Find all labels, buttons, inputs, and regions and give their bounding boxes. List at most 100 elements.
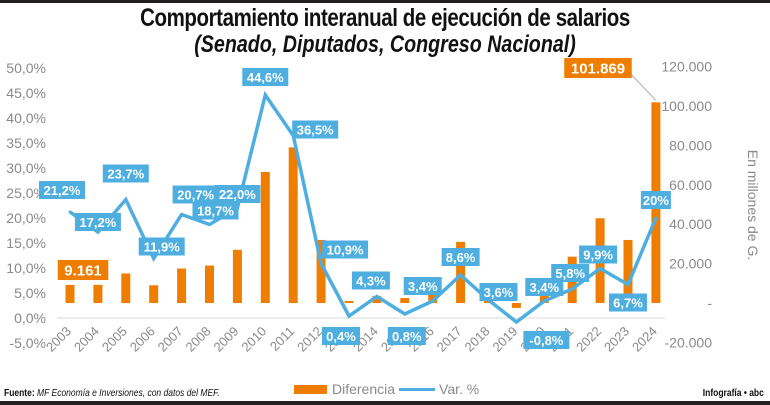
left-axis-tick: 40,0% xyxy=(6,110,46,126)
bar-2012 xyxy=(316,239,326,303)
var-data-label: 0,4% xyxy=(326,329,356,344)
bar-2023 xyxy=(623,239,633,303)
var-label-bg xyxy=(172,185,219,204)
var-data-label: 44,6% xyxy=(247,70,284,85)
right-axis-tick: - xyxy=(707,295,712,311)
var-label-bg xyxy=(525,278,564,296)
x-tick-label: 2005 xyxy=(99,324,130,355)
left-axis-tick: 50,0% xyxy=(6,60,46,76)
source-note: Fuente: MF Economía e Inversiones, con d… xyxy=(4,388,220,399)
x-tick-label: 2019 xyxy=(489,324,520,355)
var-label-bg xyxy=(74,213,121,231)
x-tick-label: 2006 xyxy=(127,324,158,355)
left-axis-tick: 10,0% xyxy=(6,260,46,276)
var-point-2019 xyxy=(514,320,518,324)
var-point-2021 xyxy=(570,287,574,291)
var-label-bg xyxy=(292,120,339,139)
bar-data-label: 9.161 xyxy=(64,263,102,280)
var-point-2003 xyxy=(68,210,72,214)
var-label-bg xyxy=(214,185,261,203)
var-data-label: 3,6% xyxy=(484,285,514,300)
var-point-2016 xyxy=(431,299,435,303)
left-axis-tick: -5,0% xyxy=(9,335,46,351)
var-label-bg xyxy=(192,201,239,220)
x-tick-label: 2003 xyxy=(43,324,74,355)
var-point-2004 xyxy=(96,230,100,234)
right-axis-tick: -20.000 xyxy=(665,334,713,350)
bottom-border xyxy=(0,401,770,405)
x-tick-label: 2024 xyxy=(629,324,660,355)
right-axis-tick: 20.000 xyxy=(669,256,712,272)
legend-swatch-var xyxy=(399,387,436,391)
right-axis-tick: 40.000 xyxy=(669,216,712,232)
bar-2007 xyxy=(177,268,187,303)
bar-2010 xyxy=(260,171,270,303)
var-data-label: 5,8% xyxy=(555,266,585,281)
var-data-label: 23,7% xyxy=(107,167,144,182)
top-border xyxy=(0,0,770,3)
left-axis-tick: 30,0% xyxy=(6,160,46,176)
left-axis-tick: 15,0% xyxy=(6,235,46,251)
var-point-2015 xyxy=(403,312,407,316)
var-label-bg xyxy=(551,264,590,282)
left-axis-tick: 25,0% xyxy=(6,185,46,201)
bar-2003 xyxy=(65,284,75,303)
chart-subtitle: (Senado, Diputados, Congreso Nacional) xyxy=(194,31,576,58)
var-point-2017 xyxy=(459,273,463,277)
var-point-2007 xyxy=(180,213,184,216)
legend: Diferencia Var. % xyxy=(294,381,479,397)
bar-2020 xyxy=(539,295,549,303)
var-label-bg xyxy=(322,240,369,259)
right-axis-tick: 120.000 xyxy=(661,59,712,75)
var-data-label: -0,8% xyxy=(529,333,563,348)
x-tick-label: 2008 xyxy=(183,324,214,355)
var-point-2014 xyxy=(375,295,379,298)
var-data-label: 4,3% xyxy=(356,274,386,289)
right-axis-title: En millones de G. xyxy=(745,150,761,261)
var-label-bg xyxy=(322,327,360,345)
var-label-bg xyxy=(579,245,618,264)
x-tick-label: 2017 xyxy=(434,324,465,355)
var-label-bg xyxy=(102,164,149,183)
var-data-label: 3,4% xyxy=(408,279,438,294)
right-axis-tick: 80.000 xyxy=(669,137,712,153)
var-point-2022 xyxy=(598,267,602,270)
var-data-label: 36,5% xyxy=(297,123,334,138)
bar-2013 xyxy=(344,301,354,303)
left-axis-tick: 35,0% xyxy=(6,135,46,151)
credit-note: Infografía • abc xyxy=(702,388,764,399)
bar-label-bg xyxy=(564,58,632,78)
x-tick-label: 2004 xyxy=(71,324,102,355)
x-tick-label: 2011 xyxy=(267,324,297,354)
var-point-2012 xyxy=(319,262,323,265)
var-point-2008 xyxy=(208,223,211,226)
left-axis-tick: 0,0% xyxy=(14,310,46,326)
x-tick-label: 2022 xyxy=(573,324,604,355)
chart-title: Comportamiento interanual de ejecución d… xyxy=(140,4,630,32)
var-label-bg xyxy=(39,181,85,199)
var-data-label: 11,9% xyxy=(144,240,181,255)
x-tick-label: 2009 xyxy=(210,324,241,355)
var-point-2005 xyxy=(124,198,128,201)
var-label-bg xyxy=(479,283,518,301)
var-data-label: 8,6% xyxy=(446,250,476,265)
right-axis-tick: 100.000 xyxy=(661,98,712,114)
var-label-bg xyxy=(609,293,647,312)
var-data-label: 21,2% xyxy=(44,183,81,198)
x-tick-label: 2010 xyxy=(238,324,269,355)
bar-2004 xyxy=(93,284,103,303)
var-label-bg xyxy=(640,191,671,209)
bar-2015 xyxy=(400,298,410,303)
x-tick-label: 2018 xyxy=(462,324,493,355)
var-point-2010 xyxy=(263,93,267,97)
var-point-2020 xyxy=(542,299,546,303)
bar-2014 xyxy=(372,296,382,303)
var-data-label: 3,4% xyxy=(529,280,559,295)
var-label-bg xyxy=(441,248,480,266)
bar-2016 xyxy=(428,291,438,303)
bar-data-label: 101.869 xyxy=(571,61,625,78)
var-label-bg xyxy=(523,331,570,349)
legend-label-diferencia: Diferencia xyxy=(332,381,396,397)
left-axis-tick: 45,0% xyxy=(6,85,46,101)
var-label-bg xyxy=(403,277,442,295)
